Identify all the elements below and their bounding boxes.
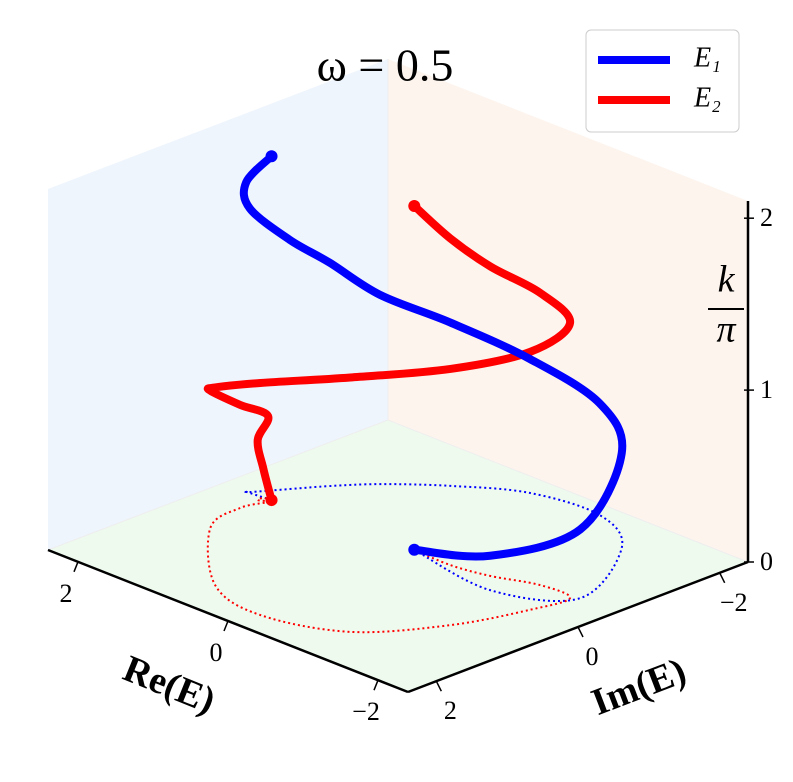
curve	[203, 201, 575, 505]
curves	[203, 150, 627, 561]
x-tick	[373, 679, 379, 691]
z-tick-label: 0	[760, 547, 773, 576]
y-axis-label: Im(E)	[586, 650, 692, 724]
chart-title: ω = 0.5	[317, 40, 454, 91]
x-tick-label: 0	[210, 638, 223, 667]
legend: E₁ E₂	[585, 29, 740, 133]
y-tick	[577, 626, 584, 638]
x-axis-label: Re(E)	[117, 648, 221, 723]
end-point	[265, 150, 278, 163]
floor-projection	[242, 483, 624, 603]
y-tick	[718, 572, 726, 584]
y-tick-label: 0	[586, 642, 599, 671]
z-axis-label-numerator: k	[718, 259, 736, 301]
left-pane	[48, 59, 388, 550]
curve	[239, 152, 627, 561]
z-tick-label: 2	[760, 203, 773, 232]
z-axis-label-denominator: π	[716, 309, 736, 351]
y-tick-label: −2	[720, 588, 748, 617]
floor-projections	[206, 483, 624, 634]
x-tick	[223, 620, 229, 632]
end-point	[265, 494, 278, 507]
axes: −2 0 2 −2 0 2 0 1 2	[47, 201, 773, 726]
legend-label: E₁	[693, 42, 721, 73]
x-tick	[73, 561, 79, 573]
z-tick-label: 1	[760, 375, 773, 404]
legend-label: E₂	[693, 82, 721, 113]
end-point	[408, 199, 421, 212]
x-tick-label: 2	[60, 579, 73, 608]
floor-pane	[48, 420, 748, 692]
x-tick-label: −2	[352, 697, 380, 726]
y-tick	[435, 680, 443, 692]
y-tick-label: 2	[444, 696, 457, 725]
end-point	[408, 543, 421, 556]
legend-box	[585, 29, 740, 133]
